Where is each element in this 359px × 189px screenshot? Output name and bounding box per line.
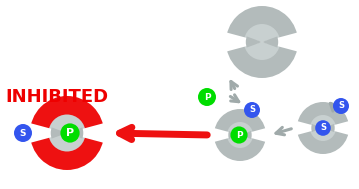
Wedge shape <box>51 127 67 139</box>
Circle shape <box>198 88 216 106</box>
Text: S: S <box>249 105 255 115</box>
Wedge shape <box>262 36 278 48</box>
Circle shape <box>226 6 298 78</box>
Wedge shape <box>246 36 262 48</box>
Wedge shape <box>323 121 350 135</box>
Text: P: P <box>236 130 242 139</box>
Circle shape <box>310 115 336 141</box>
Circle shape <box>230 126 248 144</box>
Text: S: S <box>20 129 26 138</box>
Wedge shape <box>225 33 262 52</box>
Circle shape <box>48 115 85 152</box>
Text: S: S <box>320 123 326 132</box>
Circle shape <box>214 109 266 161</box>
Wedge shape <box>296 121 323 135</box>
Circle shape <box>315 120 331 136</box>
Wedge shape <box>67 127 83 139</box>
Wedge shape <box>213 128 240 142</box>
Circle shape <box>30 96 104 170</box>
Wedge shape <box>240 128 267 142</box>
Text: P: P <box>204 92 210 101</box>
Text: S: S <box>338 101 344 111</box>
Wedge shape <box>311 124 323 132</box>
Circle shape <box>244 102 260 118</box>
Wedge shape <box>262 33 299 52</box>
Text: P: P <box>66 128 74 138</box>
Text: INHIBITED: INHIBITED <box>5 88 108 106</box>
Circle shape <box>14 124 32 142</box>
Circle shape <box>333 98 349 114</box>
Circle shape <box>227 122 253 148</box>
Wedge shape <box>67 123 105 143</box>
Wedge shape <box>240 131 252 139</box>
Circle shape <box>297 102 349 154</box>
Circle shape <box>60 123 80 143</box>
Wedge shape <box>29 123 67 143</box>
Wedge shape <box>323 124 335 132</box>
Circle shape <box>244 24 280 60</box>
Wedge shape <box>228 131 240 139</box>
